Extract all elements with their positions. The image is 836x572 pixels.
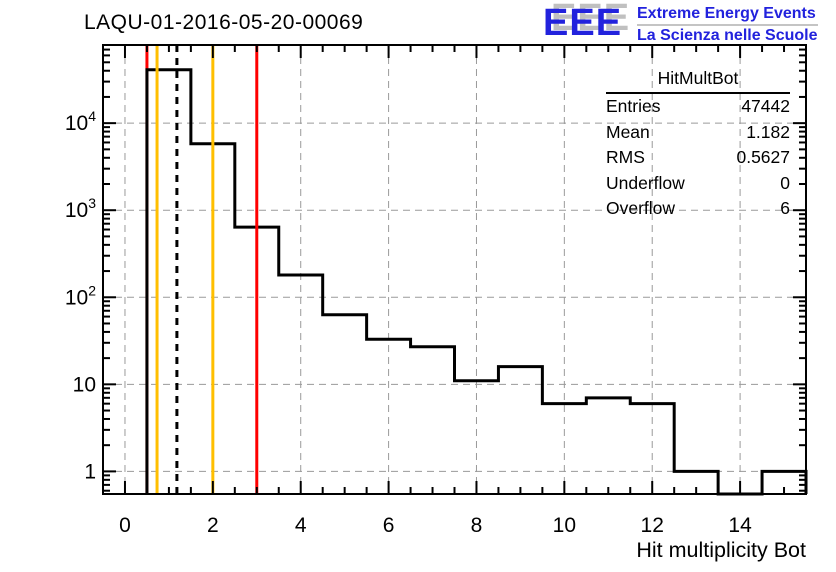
eee-logo-mark: EEE EEE xyxy=(543,0,631,44)
x-tick-label: 4 xyxy=(295,514,307,537)
eee-logo: EEE EEE Extreme Energy Events La Scienza… xyxy=(543,0,818,45)
stats-label: Overflow xyxy=(606,198,676,219)
stats-value: 0 xyxy=(780,172,790,193)
stats-label: Entries xyxy=(606,96,661,116)
stats-value: 6 xyxy=(780,198,790,219)
y-tick-label: 103 xyxy=(65,195,96,222)
y-tick-label: 104 xyxy=(65,108,96,135)
stats-row-rms: RMS 0.5627 xyxy=(606,145,790,171)
x-tick-label: 2 xyxy=(207,514,219,537)
stats-label: Underflow xyxy=(606,172,685,193)
logo-subtitle-1: Extreme Energy Events xyxy=(637,5,818,26)
stats-row-entries: Entries 47442 xyxy=(606,94,790,120)
stats-label: RMS xyxy=(606,147,645,168)
stats-row-overflow: Overflow 6 xyxy=(606,196,790,222)
chart-title: LAQU-01-2016-05-20-00069 xyxy=(84,11,364,34)
stats-label: Mean xyxy=(606,121,650,142)
logo-subtitle-2: La Scienza nelle Scuole xyxy=(637,27,818,44)
stats-value: 0.5627 xyxy=(736,147,790,168)
stats-value: 47442 xyxy=(741,96,790,116)
eee-logo-text: Extreme Energy Events La Scienza nelle S… xyxy=(637,5,818,45)
y-tick-label: 1 xyxy=(84,460,96,483)
eee-logo-letters: EEE xyxy=(543,2,623,44)
x-tick-label: 8 xyxy=(471,514,483,537)
y-tick-label: 102 xyxy=(65,282,96,309)
y-tick-label: 10 xyxy=(73,373,96,396)
x-tick-label: 0 xyxy=(119,514,131,537)
stats-value: 1.182 xyxy=(746,121,790,142)
stats-row-underflow: Underflow 0 xyxy=(606,171,790,197)
histogram-step-line xyxy=(145,68,808,496)
stats-title: HitMultBot xyxy=(606,68,790,94)
x-tick-label: 12 xyxy=(641,514,664,537)
x-tick-label: 14 xyxy=(728,514,752,537)
stats-box: HitMultBot Entries 47442 Mean 1.182 RMS … xyxy=(606,68,790,222)
x-tick-label: 6 xyxy=(383,514,395,537)
x-axis-title: Hit multiplicity Bot xyxy=(636,538,806,562)
eee-logo-shadow: EEE xyxy=(551,0,631,39)
stats-row-mean: Mean 1.182 xyxy=(606,120,790,146)
x-tick-label: 10 xyxy=(553,514,576,537)
